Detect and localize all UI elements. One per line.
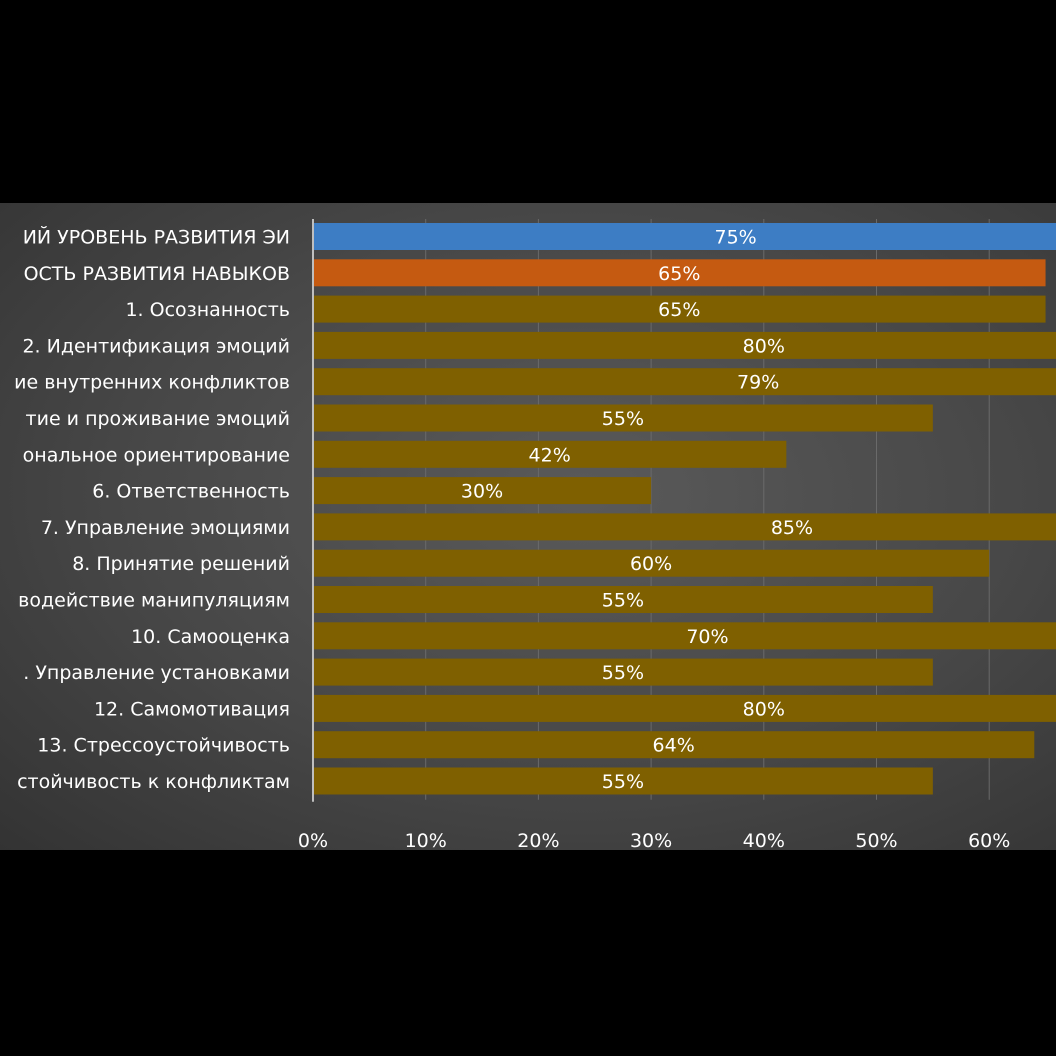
category-label: 2. Идентификация эмоций [22, 335, 290, 357]
category-label: ИЙ УРОВЕНЬ РАЗВИТИЯ ЭИ [23, 226, 290, 249]
bar [313, 767, 933, 795]
category-label-layer: ИЙ УРОВЕНЬ РАЗВИТИЯ ЭИ ОСТЬ РАЗВИТИЯ НАВЫ… [14, 226, 290, 794]
bar [313, 658, 933, 686]
data-label: 42% [529, 444, 571, 466]
data-label: 65% [658, 299, 700, 321]
x-axis-tick-layer: 0% 10% 20% 30% 40% 50% 60% [298, 830, 1010, 850]
chart-panel: 75% 65% 65% 80% 79% 55% 42% 30% 85% 60% 55% 70% 55% 8… [0, 203, 1056, 850]
bar-layer: 75% 65% 65% 80% 79% 55% 42% 30% 85% 60% 55% 70% 55% 8… [313, 223, 1056, 795]
data-label: 60% [630, 553, 672, 575]
category-label: . Управление установками [23, 662, 290, 684]
x-tick-label: 30% [630, 830, 672, 850]
category-label: стойчивость к конфликтам [17, 771, 290, 793]
bar [313, 331, 1056, 359]
data-label: 75% [715, 227, 757, 249]
data-label: 70% [686, 626, 728, 648]
bar [313, 586, 933, 613]
bar [313, 622, 1056, 650]
x-tick-label: 0% [298, 830, 328, 850]
bar [313, 368, 1056, 396]
bar [313, 295, 1046, 323]
data-label: 80% [743, 335, 785, 357]
bar [313, 440, 787, 468]
x-tick-label: 10% [405, 830, 447, 850]
x-tick-label: 50% [855, 830, 897, 850]
category-label: 6. Ответственность [92, 481, 290, 503]
category-label: ие внутренних конфликтов [14, 372, 290, 394]
data-label: 65% [658, 263, 700, 285]
category-label: 8. Принятие решений [72, 553, 290, 575]
category-label: 13. Стрессоустойчивость [37, 735, 290, 757]
category-label: 12. Самомотивация [94, 698, 290, 720]
data-label: 55% [602, 590, 644, 612]
data-label: 55% [602, 408, 644, 430]
bar [313, 477, 652, 505]
bar-chart: 75% 65% 65% 80% 79% 55% 42% 30% 85% 60% 55% 70% 55% 8… [14, 219, 1056, 850]
category-label: водействие манипуляциям [18, 590, 290, 612]
category-label: тие и проживание эмоций [26, 408, 290, 430]
category-label: ОСТЬ РАЗВИТИЯ НАВЫКОВ [24, 263, 290, 285]
bar [313, 549, 990, 577]
x-tick-label: 20% [517, 830, 559, 850]
bar [313, 513, 1056, 541]
data-label: 85% [771, 517, 813, 539]
bar [313, 223, 1056, 250]
data-label: 55% [602, 662, 644, 684]
x-tick-label: 40% [743, 830, 785, 850]
data-label: 80% [743, 698, 785, 720]
category-label: 10. Самооценка [131, 626, 290, 648]
category-label: 1. Осознанность [125, 299, 290, 321]
bar [313, 731, 1035, 759]
data-label: 30% [461, 481, 503, 503]
data-label: 64% [653, 735, 695, 757]
data-label: 55% [602, 771, 644, 793]
bar [313, 259, 1046, 287]
bar [313, 404, 933, 432]
bar [313, 694, 1056, 722]
category-label: ональное ориентирование [23, 444, 290, 466]
x-tick-label: 60% [968, 830, 1010, 850]
data-label: 79% [737, 372, 779, 394]
category-label: 7. Управление эмоциями [41, 517, 290, 539]
